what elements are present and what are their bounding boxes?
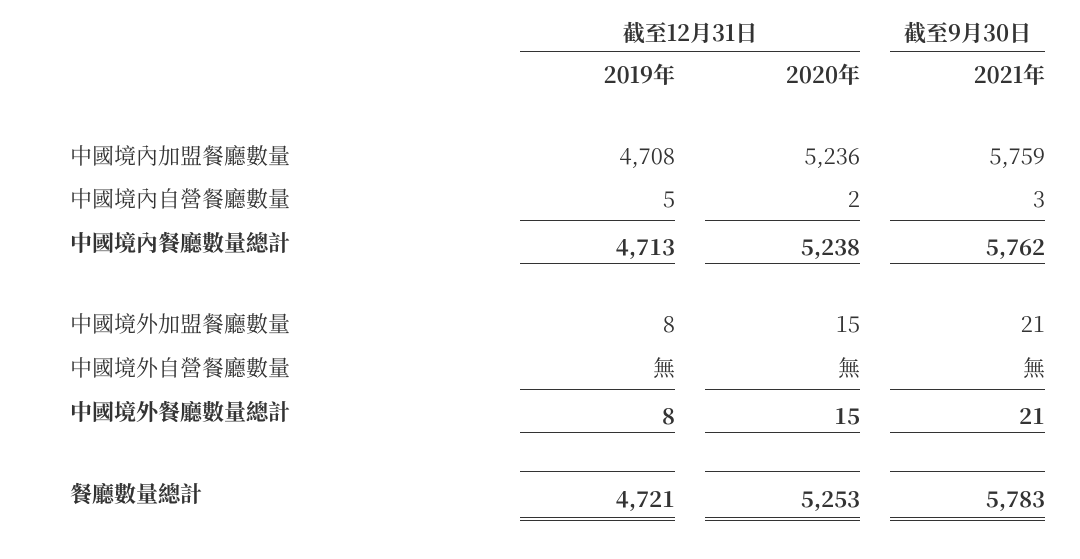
- cell-value: 5: [520, 177, 675, 221]
- cell-value: 15: [705, 390, 860, 433]
- cell-value: 5,759: [890, 134, 1045, 177]
- row-label: 中國境內自營餐廳數量: [70, 177, 500, 221]
- header-year-row: 2019年 2020年 2021年: [70, 52, 1045, 96]
- row-label: 中國境內餐廳數量總計: [70, 221, 500, 264]
- cell-value: 8: [520, 302, 675, 345]
- cell-value: 4,713: [520, 221, 675, 264]
- cell-value: 15: [705, 302, 860, 345]
- restaurant-count-table: 截至12月31日 截至9月30日 2019年 2020年 2021年 中國境內加…: [70, 20, 1045, 515]
- grand-total-row: 餐廳數量總計 4,721 5,253 5,783: [70, 472, 1045, 515]
- header-dec31: 截至12月31日: [520, 20, 860, 52]
- cell-value: 無: [890, 346, 1045, 390]
- cell-value: 4,721: [520, 472, 675, 515]
- col-2020: 2020年: [705, 52, 860, 96]
- row-label: 中國境內加盟餐廳數量: [70, 134, 500, 177]
- cell-value: 5,236: [705, 134, 860, 177]
- row-label: 中國境外自營餐廳數量: [70, 346, 500, 390]
- header-sep30: 截至9月30日: [890, 20, 1045, 52]
- cell-value: 5,253: [705, 472, 860, 515]
- cell-value: 8: [520, 390, 675, 433]
- cell-value: 5,783: [890, 472, 1045, 515]
- col-2019: 2019年: [520, 52, 675, 96]
- row-label: 中國境外加盟餐廳數量: [70, 302, 500, 345]
- subtotal-row: 中國境內餐廳數量總計 4,713 5,238 5,762: [70, 221, 1045, 264]
- row-label: 中國境外餐廳數量總計: [70, 390, 500, 433]
- table-row: 中國境外自營餐廳數量 無 無 無: [70, 346, 1045, 390]
- cell-value: 無: [520, 346, 675, 390]
- cell-value: 3: [890, 177, 1045, 221]
- cell-value: 2: [705, 177, 860, 221]
- cell-value: 5,762: [890, 221, 1045, 264]
- cell-value: 無: [705, 346, 860, 390]
- table-row: 中國境內自營餐廳數量 5 2 3: [70, 177, 1045, 221]
- cell-value: 21: [890, 390, 1045, 433]
- table-row: 中國境外加盟餐廳數量 8 15 21: [70, 302, 1045, 345]
- col-2021: 2021年: [890, 52, 1045, 96]
- cell-value: 4,708: [520, 134, 675, 177]
- financial-table-page: 截至12月31日 截至9月30日 2019年 2020年 2021年 中國境內加…: [0, 0, 1080, 559]
- row-label: 餐廳數量總計: [70, 472, 500, 515]
- table-row: 中國境內加盟餐廳數量 4,708 5,236 5,759: [70, 134, 1045, 177]
- cell-value: 21: [890, 302, 1045, 345]
- cell-value: 5,238: [705, 221, 860, 264]
- subtotal-row: 中國境外餐廳數量總計 8 15 21: [70, 390, 1045, 433]
- header-period-row: 截至12月31日 截至9月30日: [70, 20, 1045, 52]
